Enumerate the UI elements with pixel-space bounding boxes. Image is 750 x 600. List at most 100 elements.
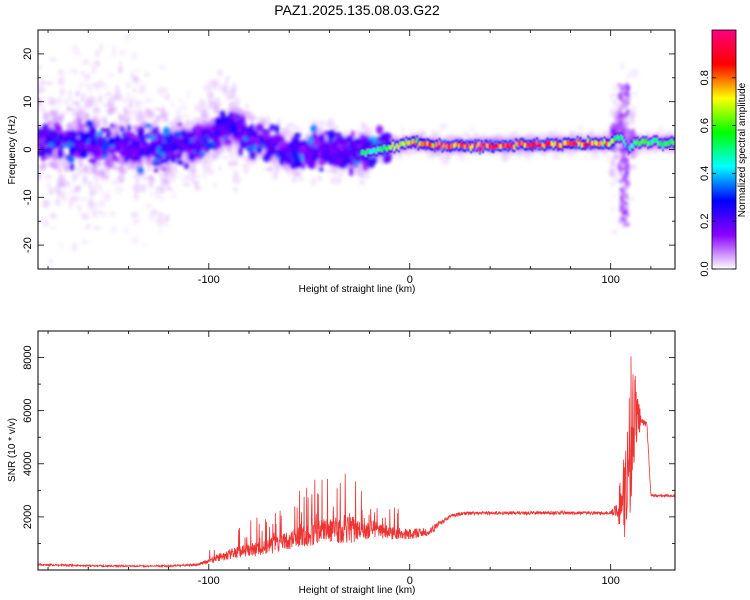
ridge-core-cell	[638, 141, 640, 147]
spectrogram-energy-cell	[165, 186, 172, 191]
spectrogram-energy-cell	[330, 176, 337, 185]
ridge-core-cell	[489, 142, 492, 147]
spectrogram-energy-cell	[255, 123, 264, 132]
spectrogram-energy-cell	[68, 90, 72, 97]
ridge-core-cell	[371, 149, 373, 154]
spectrogram-energy-cell	[625, 212, 630, 218]
spectrogram-energy-cell	[218, 84, 227, 92]
ridge-core-cell	[482, 145, 484, 151]
spectrogram-energy-cell	[97, 154, 103, 159]
spectrogram-energy-cell	[148, 135, 157, 141]
spectrogram-energy-cell	[140, 183, 147, 193]
spectrogram-energy-cell	[69, 163, 75, 172]
spectrogram-energy-cell	[628, 197, 636, 202]
spectrogram-energy-cell	[116, 135, 122, 144]
spectrogram-energy-cell	[318, 119, 326, 127]
ridge-core-cell	[528, 142, 531, 148]
ridge-core-cell	[543, 144, 546, 149]
spectrogram-energy-cell	[609, 181, 614, 187]
spectrogram-energy-cell	[291, 147, 299, 156]
ridge-core-cell	[593, 141, 595, 147]
spectrogram-energy-cell	[626, 98, 631, 104]
ridge-core-cell	[578, 141, 580, 147]
x-tick-label: 0	[407, 575, 413, 587]
spectrogram-energy-cell	[222, 156, 228, 160]
ridge-core-cell	[419, 141, 421, 146]
spectrogram-energy-cell	[144, 107, 151, 116]
spectrogram-energy-cell	[38, 151, 43, 157]
spectrogram-energy-cell	[401, 126, 405, 135]
ridge-core-cell	[527, 142, 529, 147]
spectrogram-energy-cell	[630, 68, 639, 78]
spectrogram-energy-cell	[118, 113, 122, 120]
spectrogram-energy-cell	[622, 200, 626, 206]
spectrogram-y-label: Frequency (Hz)	[7, 116, 18, 185]
spectrogram-energy-cell	[57, 166, 62, 173]
ridge-core-cell	[447, 143, 450, 148]
ridge-core-cell	[459, 142, 462, 148]
ridge-core-cell	[594, 140, 597, 145]
ridge-core-cell	[647, 141, 649, 147]
spectrogram-energy-cell	[131, 108, 138, 118]
spectrogram-energy-cell	[131, 89, 141, 94]
spectrogram-energy-cell	[104, 158, 110, 167]
spectrogram-energy-cell	[344, 129, 350, 137]
spectrogram-energy-cell	[227, 160, 234, 166]
y-tick-label: 2000	[22, 505, 34, 529]
spectrogram-energy-cell	[280, 159, 285, 166]
spectrogram-energy-cell	[611, 91, 618, 98]
spectrogram-energy-cell	[58, 132, 64, 142]
spectrogram-energy-cell	[329, 170, 335, 174]
spectrogram-energy-cell	[307, 135, 314, 145]
ridge-core-cell	[599, 141, 601, 147]
spectrogram-energy-cell	[293, 132, 302, 139]
spectrogram-energy-cell	[622, 86, 627, 92]
spectrogram-energy-cell	[262, 139, 268, 147]
spectrogram-energy-cell	[95, 60, 101, 66]
ridge-core-cell	[617, 134, 619, 140]
spectrogram-energy-cell	[158, 224, 162, 234]
ridge-core-cell	[480, 143, 483, 148]
ridge-core-cell	[488, 144, 490, 149]
ridge-core-cell	[468, 143, 471, 149]
ridge-core-cell	[597, 142, 600, 147]
spectrogram-energy-cell	[646, 132, 652, 137]
ridge-core-cell	[366, 148, 369, 154]
spectrogram-energy-cell	[130, 71, 134, 78]
spectrogram-energy-cell	[149, 177, 156, 183]
spectrogram-energy-cell	[356, 156, 361, 164]
spectrogram-energy-cell	[620, 86, 624, 92]
spectrogram-energy-cell	[292, 154, 301, 163]
spectrogram-energy-cell	[59, 87, 66, 97]
ridge-core-cell	[395, 144, 397, 149]
spectrogram-energy-cell	[232, 175, 241, 185]
spectrogram-energy-cell	[359, 178, 366, 186]
spectrogram-energy-cell	[618, 178, 623, 184]
ridge-core-cell	[422, 142, 424, 147]
ridge-core-cell	[363, 150, 366, 155]
spectrogram-energy-cell	[338, 141, 348, 146]
spectrogram-energy-cell	[145, 151, 151, 157]
ridge-core-cell	[657, 141, 660, 146]
spectrogram-energy-cell	[384, 134, 391, 142]
ridge-core-cell	[600, 140, 603, 145]
spectrogram-energy-cell	[186, 130, 191, 139]
ridge-core-cell	[401, 141, 403, 146]
spectrogram-energy-cell	[73, 68, 77, 75]
ridge-core-cell	[582, 142, 585, 147]
spectrogram-energy-cell	[574, 132, 582, 137]
spectrogram-energy-cell	[111, 49, 117, 58]
spectrogram-energy-cell	[619, 95, 623, 101]
spectrogram-energy-cell	[153, 168, 159, 173]
spectrogram-energy-cell	[111, 178, 118, 186]
spectrogram-energy-cell	[132, 76, 140, 81]
spectrogram-energy-cell	[154, 192, 163, 200]
spectrogram-energy-cell	[207, 132, 213, 139]
spectrogram-energy-cell	[333, 151, 339, 160]
spectrogram-energy-cell	[87, 85, 93, 94]
spectrogram-energy-cell	[118, 49, 127, 56]
spectrogram-energy-cell	[190, 146, 199, 151]
spectrogram-energy-cell	[72, 242, 77, 253]
spectrogram-energy-cell	[73, 51, 82, 56]
